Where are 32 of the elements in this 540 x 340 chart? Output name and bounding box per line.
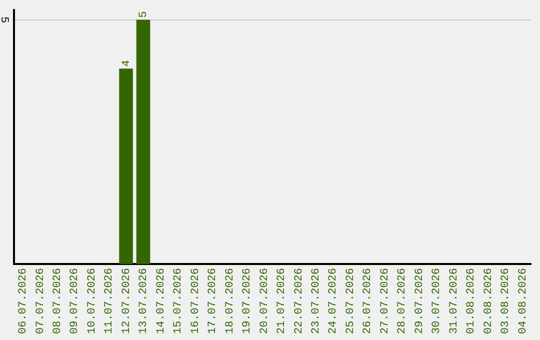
x-tick-label: 10.07.2026 (86, 268, 98, 334)
x-tick-label: 18.07.2026 (224, 268, 236, 334)
x-tick-label: 15.07.2026 (172, 268, 185, 334)
x-tick-label: 20.07.2026 (258, 268, 271, 334)
x-tick-label: 24.07.2026 (328, 268, 340, 334)
x-tick-label: 19.07.2026 (242, 268, 254, 334)
x-tick-label: 07.07.2026 (34, 268, 47, 334)
x-tick-label: 22.07.2026 (293, 268, 306, 334)
x-tick-label: 12.07.2026 (120, 268, 133, 334)
x-tick-label: 02.08.2026 (482, 268, 495, 334)
x-tick-label: 17.07.2026 (207, 268, 220, 334)
x-tick-label: 31.07.2026 (448, 268, 460, 334)
x-tick-label: 08.07.2026 (52, 268, 64, 334)
x-tick-label: 30.07.2026 (431, 268, 444, 334)
data-label: 5 (138, 11, 150, 18)
x-tick-label: 13.07.2026 (138, 268, 150, 334)
x-tick-label: 25.07.2026 (344, 268, 357, 334)
x-tick-label: 11.07.2026 (104, 268, 116, 334)
data-label: 4 (120, 60, 133, 67)
x-tick-label: 01.08.2026 (466, 268, 478, 334)
x-tick-label: 14.07.2026 (155, 268, 168, 334)
x-tick-label: 28.07.2026 (396, 268, 409, 334)
x-tick-label: 26.07.2026 (362, 268, 374, 334)
x-tick-label: 06.07.2026 (18, 268, 30, 334)
x-tick-label: 27.07.2026 (379, 268, 392, 334)
x-tick-label: 21.07.2026 (276, 268, 288, 334)
x-tick-label: 29.07.2026 (414, 268, 426, 334)
x-tick-label: 04.08.2026 (517, 268, 530, 334)
x-tick-label: 23.07.2026 (310, 268, 322, 334)
x-tick-label: 09.07.2026 (69, 268, 82, 334)
x-tick-label: 16.07.2026 (190, 268, 202, 334)
x-tick-label: 03.08.2026 (500, 268, 512, 334)
